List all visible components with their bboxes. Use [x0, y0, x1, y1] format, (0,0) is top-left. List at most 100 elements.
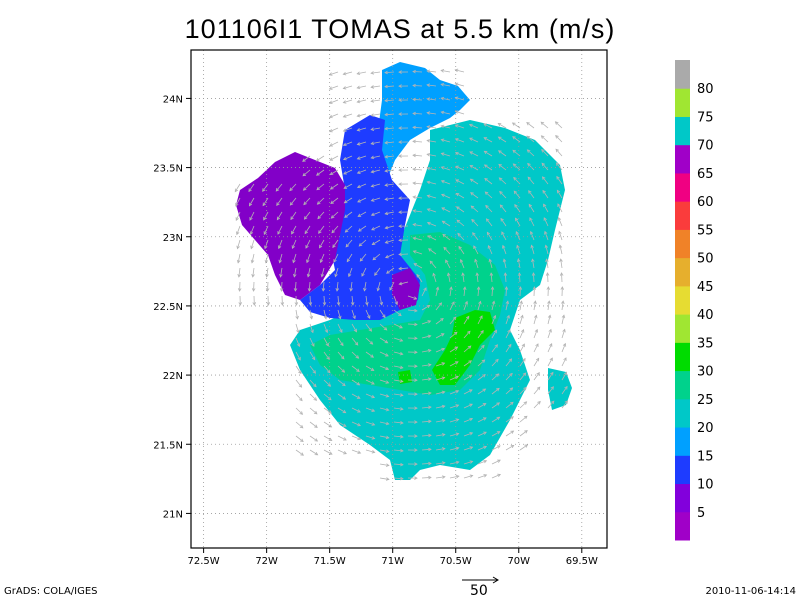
wind-vector — [505, 430, 514, 437]
wind-vector-head — [546, 286, 551, 290]
wind-vector-head — [383, 326, 388, 331]
wind-vector — [309, 407, 318, 415]
wind-vector-head — [500, 217, 504, 222]
wind-vector — [561, 315, 565, 325]
wind-vector — [302, 169, 311, 177]
wind-vector-head — [429, 260, 434, 265]
wind-vector-head — [235, 202, 239, 207]
wind-vector — [491, 445, 501, 451]
wind-vector-head — [275, 187, 280, 192]
wind-vector-head — [356, 127, 361, 132]
wind-vector — [345, 239, 353, 248]
wind-vector — [477, 315, 483, 325]
wind-vector-head — [548, 328, 552, 333]
wind-vector — [412, 85, 423, 87]
wind-vector-head — [440, 138, 445, 143]
wind-vector-head — [306, 273, 311, 278]
wind-vector-head — [512, 149, 517, 154]
wind-vector-head — [515, 217, 519, 222]
colorbar-swatch — [675, 511, 690, 541]
wind-vector — [519, 401, 527, 409]
wind-vector-head — [302, 172, 307, 177]
wind-vector — [337, 337, 344, 346]
wind-vector-head — [453, 331, 458, 336]
wind-vector-head — [319, 259, 324, 264]
wind-vector — [561, 372, 567, 381]
wind-vector-head — [357, 436, 362, 441]
wind-vector — [357, 197, 367, 203]
wind-vector — [512, 122, 521, 129]
wind-vector-head — [558, 230, 562, 235]
wind-vector-head — [385, 255, 389, 259]
wind-vector — [263, 225, 269, 235]
wind-vector-head — [454, 68, 459, 73]
wind-vector-head — [370, 85, 375, 89]
wind-vector — [267, 281, 269, 292]
wind-vector — [277, 225, 283, 235]
wind-vector-head — [441, 433, 446, 437]
wind-vector-head — [398, 224, 402, 228]
wind-vector-head — [455, 474, 460, 479]
wind-vector — [470, 205, 479, 213]
wind-vector — [505, 387, 513, 395]
wind-vector — [385, 183, 395, 186]
wind-vector — [379, 379, 389, 384]
colorbar-swatch — [675, 88, 690, 117]
wind-vector-head — [412, 69, 416, 74]
wind-vector-head — [343, 451, 347, 455]
wind-vector — [337, 365, 345, 373]
colorbar-label: 50 — [697, 252, 714, 267]
wind-vector — [527, 149, 535, 157]
wind-vector-head — [276, 202, 280, 206]
wind-vector — [427, 126, 437, 129]
wind-vector-head — [469, 474, 474, 478]
wind-vector — [329, 85, 339, 90]
wind-vector — [357, 211, 367, 217]
wind-vector — [235, 197, 241, 207]
wind-vector — [393, 477, 404, 480]
wind-vector — [449, 433, 459, 437]
wind-vector-head — [306, 259, 310, 264]
wind-vector — [337, 393, 346, 400]
wind-vector-head — [426, 221, 431, 226]
wind-vector-head — [508, 343, 512, 348]
wind-vector — [505, 445, 514, 451]
wind-vector — [441, 139, 451, 143]
wind-vector-head — [370, 212, 375, 217]
wind-vector-head — [557, 216, 562, 221]
wind-vector-head — [455, 446, 460, 451]
colorbar-label: 40 — [697, 308, 714, 323]
wind-vector — [477, 359, 485, 367]
wind-vector — [491, 315, 496, 325]
x-tick-label: 69.5W — [566, 556, 598, 567]
wind-vector — [413, 168, 423, 171]
wind-vector-head — [333, 259, 337, 263]
wind-vector — [379, 477, 389, 480]
wind-vector — [463, 345, 472, 353]
wind-vector — [544, 231, 549, 241]
wind-vector — [449, 404, 459, 409]
wind-vector-head — [342, 142, 347, 147]
wind-vector — [505, 358, 512, 367]
wind-vector-head — [492, 314, 497, 319]
wind-vector — [505, 373, 513, 381]
wind-vector — [543, 203, 549, 213]
wind-vector — [321, 267, 325, 277]
wind-vector-head — [512, 136, 516, 140]
wind-vector — [393, 463, 403, 466]
wind-vector-head — [318, 230, 322, 234]
wind-vector-head — [357, 199, 361, 203]
wind-vector — [421, 335, 431, 339]
wind-vector — [413, 223, 423, 227]
wind-vector-head — [452, 316, 457, 321]
wind-vector — [541, 162, 549, 171]
wind-vector-head — [356, 368, 360, 372]
wind-vector-head — [414, 392, 418, 396]
wind-vector-head — [467, 345, 472, 350]
wind-vector — [371, 113, 381, 116]
wind-vector — [290, 197, 297, 206]
wind-vector — [351, 365, 360, 372]
wind-vector — [309, 309, 313, 319]
wind-vector — [435, 476, 445, 479]
wind-vector — [337, 351, 345, 360]
